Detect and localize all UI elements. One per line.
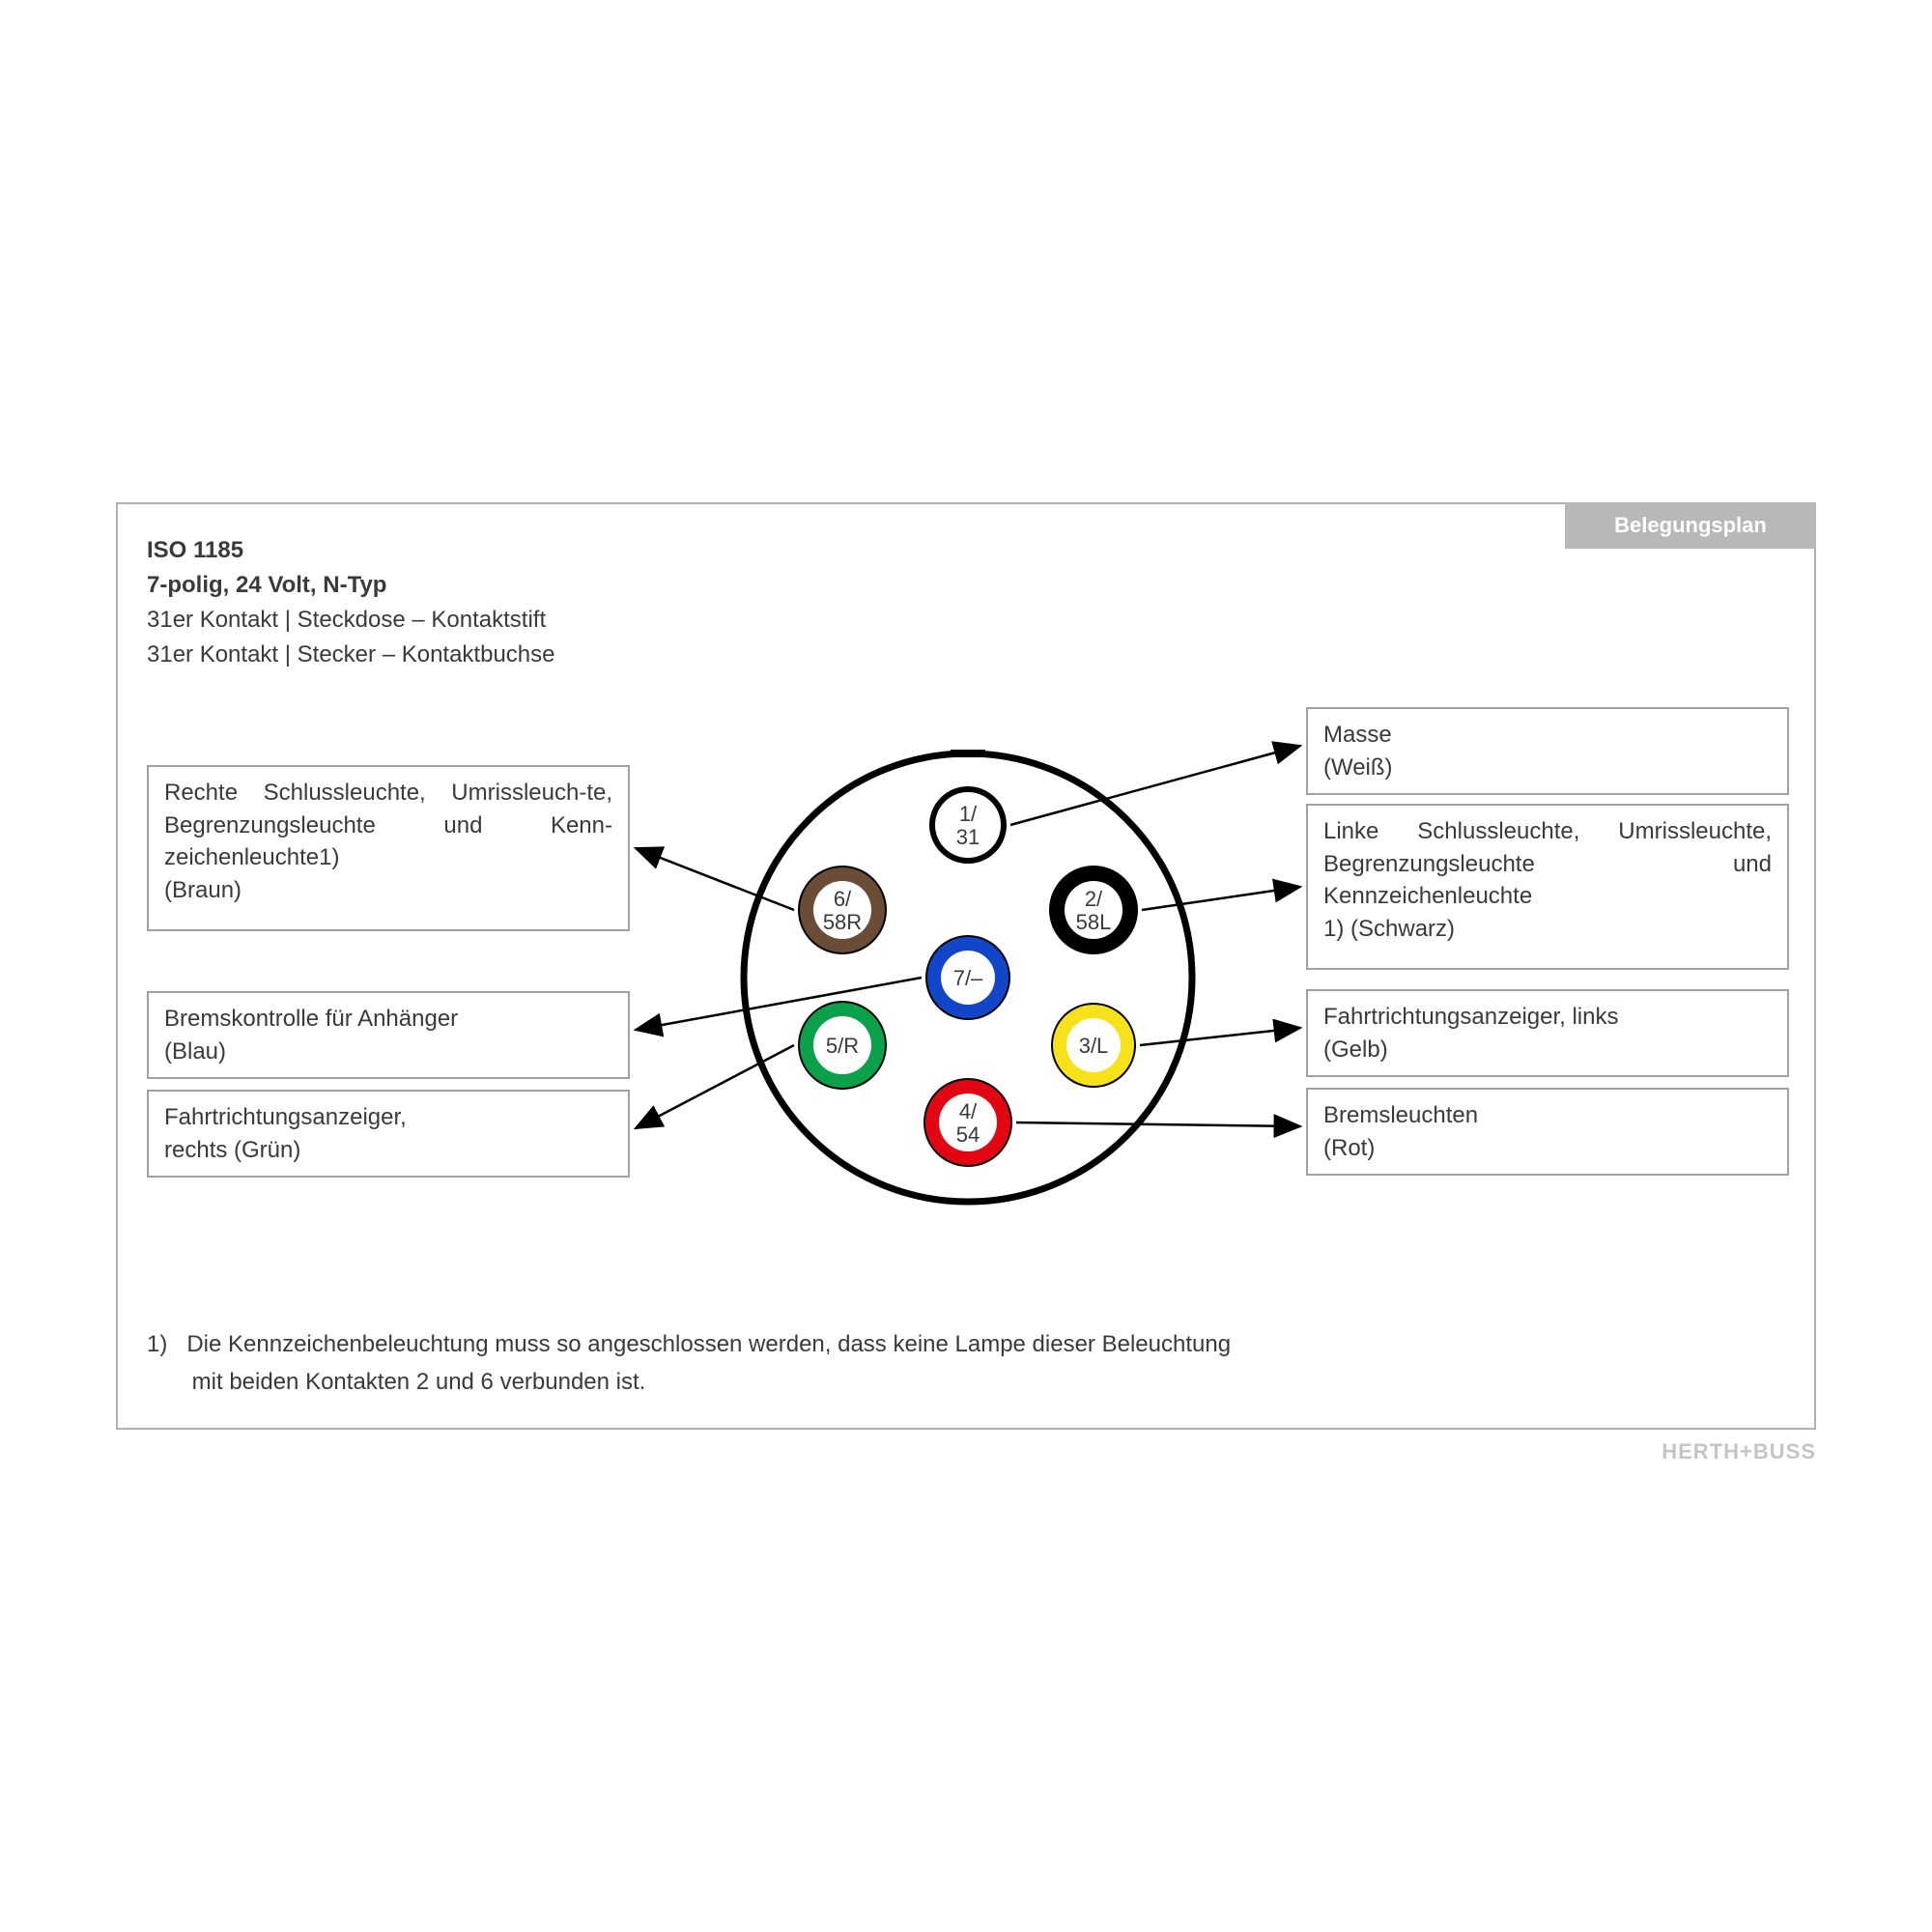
diagram-page: Belegungsplan ISO 1185 7-polig, 24 Volt,…	[116, 502, 1816, 1430]
brand-text: HERTH+BUSS	[1662, 1439, 1816, 1463]
label-box-box2: Linke Schlussleuchte, Umrissleuchte, Beg…	[1306, 804, 1789, 970]
label-box-box5: Fahrtrichtungsanzeiger, rechts (Grün)	[147, 1090, 630, 1178]
svg-text:31: 31	[956, 825, 980, 849]
label-box-box6: Rechte Schlussleuchte, Umrissleuch-te, B…	[147, 765, 630, 931]
footnote-text: 1) Die Kennzeichenbeleuchtung muss so an…	[147, 1331, 1231, 1394]
footnote: 1) Die Kennzeichenbeleuchtung muss so an…	[147, 1326, 1231, 1401]
label-box-box1: Masse (Weiß)	[1306, 707, 1789, 795]
svg-text:58L: 58L	[1076, 910, 1112, 934]
svg-text:58R: 58R	[823, 910, 862, 934]
svg-text:3/L: 3/L	[1079, 1034, 1109, 1058]
svg-text:7/–: 7/–	[953, 966, 983, 990]
svg-text:6/: 6/	[834, 887, 852, 911]
label-box-box7: Bremskontrolle für Anhänger (Blau)	[147, 991, 630, 1079]
svg-text:1/: 1/	[959, 802, 978, 826]
label-box-box4: Bremsleuchten (Rot)	[1306, 1088, 1789, 1176]
brand-mark: HERTH+BUSS	[1662, 1439, 1816, 1464]
svg-text:2/: 2/	[1085, 887, 1103, 911]
svg-text:4/: 4/	[959, 1099, 978, 1123]
svg-text:54: 54	[956, 1122, 980, 1147]
label-box-box3: Fahrtrichtungsanzeiger, links (Gelb)	[1306, 989, 1789, 1077]
svg-text:5/R: 5/R	[826, 1034, 859, 1058]
